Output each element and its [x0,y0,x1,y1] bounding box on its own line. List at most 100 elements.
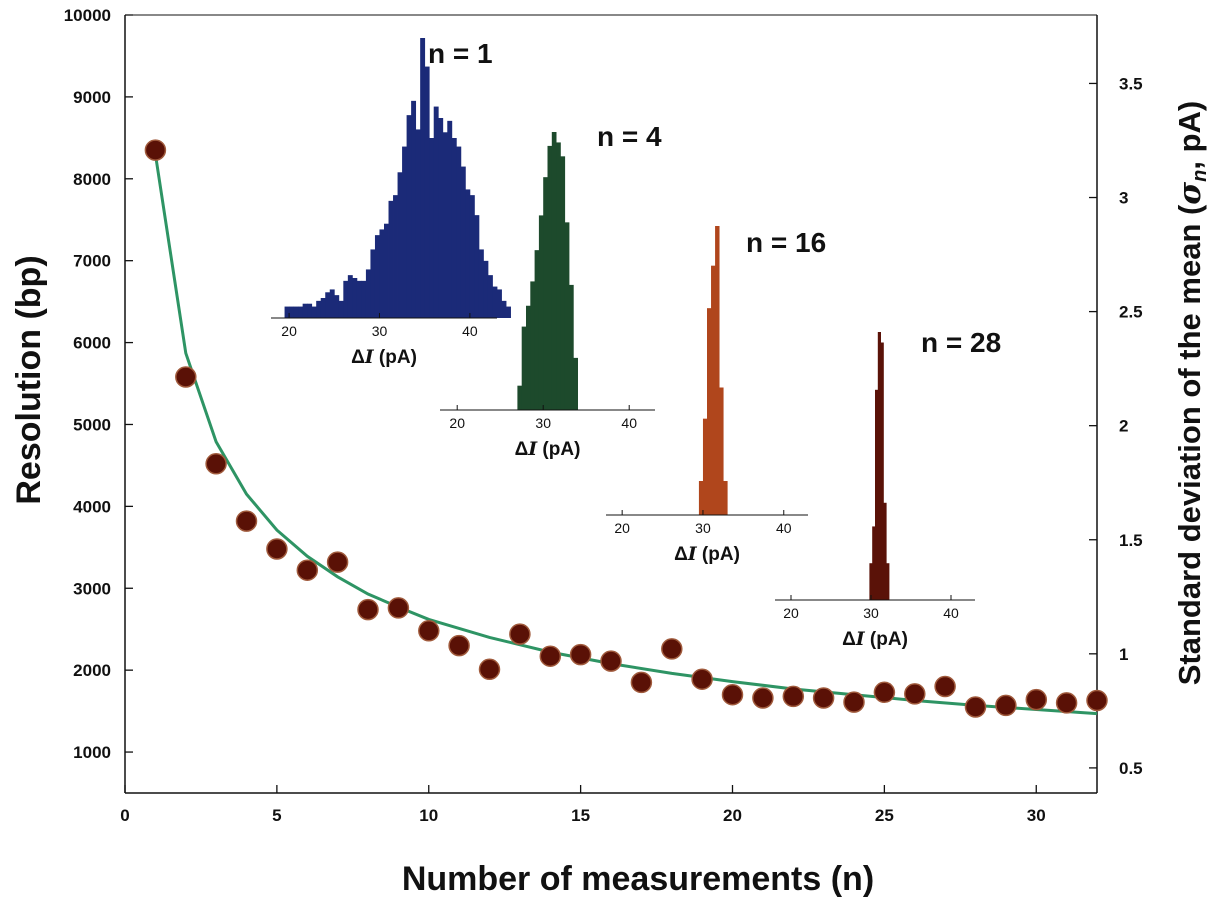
y-tick-label: 5000 [73,415,111,434]
y2-tick-label: 3 [1119,189,1128,208]
histogram-x-label-unit: (pA) [374,347,417,368]
histogram-bar [474,215,480,318]
histogram-x-label: ΔI (pA) [674,543,740,565]
histogram-bar [298,306,304,318]
y2-axis-title-suffix: , pA) [1172,101,1207,170]
histogram-n-label: n = 1 [428,38,493,69]
histogram-bar [551,132,557,410]
histogram-bar [877,332,881,600]
y2-axis-title-symbol: σ [1172,182,1208,205]
histogram-bar [307,303,313,318]
x-tick-label: 25 [875,806,894,825]
histogram-bar [320,298,326,318]
histogram-bar [356,280,362,318]
data-point [843,691,865,713]
histogram-tick-label: 20 [783,605,799,621]
y-tick-label: 10000 [64,6,111,25]
histogram-tick-label: 40 [943,605,959,621]
data-point [357,598,379,621]
histogram-bar [501,300,507,318]
histogram-bar [715,226,720,515]
y2-tick-label: 1.5 [1119,531,1143,550]
y-tick-label: 9000 [73,88,111,107]
histogram-bar [293,306,299,318]
histogram-bar [465,189,471,318]
data-point [539,645,562,667]
histogram-bar [365,269,371,318]
data-point [1086,689,1108,712]
histogram-x-label: ΔI (pA) [351,346,417,368]
histogram-bar [420,38,426,318]
histogram-bar [456,146,462,318]
data-point [995,694,1017,717]
histogram-bar [406,115,412,318]
histogram-bar [343,280,349,318]
data-point [448,634,470,657]
histogram-tick-label: 40 [621,415,637,431]
histogram-bar [451,138,457,318]
histogram-bar [543,177,548,410]
x-tick-label: 0 [120,806,129,825]
data-point [752,687,774,709]
x-tick-label: 5 [272,806,281,825]
data-point [509,623,531,645]
histogram-x-label-symbol: I [527,438,538,460]
x-axis-title: Number of measurements (n) [402,860,874,898]
data-point [1055,692,1078,714]
histogram-bar [284,306,290,318]
histogram-bar [460,166,466,318]
histogram-inset: 20 30 40 ΔI (pA) n = 28 [775,327,1001,650]
data-point [175,366,197,388]
histogram-bar [442,132,448,318]
histogram-bar [517,385,523,410]
data-point [205,453,227,475]
histogram-inset: 20 30 40 ΔI (pA) n = 16 [606,226,826,565]
x-tick-label: 15 [571,806,590,825]
data-point [144,139,167,161]
histogram-bar [569,284,574,410]
histogram-bar [393,195,398,318]
histogram-bar [447,120,453,318]
data-point [782,685,805,708]
histogram-bar [521,326,527,410]
histogram-bar [534,250,540,410]
histogram-bar [538,215,544,410]
histogram-bar [325,292,331,318]
histogram-bar [411,100,417,318]
histogram-bar [388,200,394,318]
histogram-bar [707,308,712,515]
histogram-bar [289,306,294,318]
data-point [266,538,288,560]
histogram-bar [302,303,308,318]
y-tick-label: 1000 [73,743,111,762]
histogram-bar [872,526,876,600]
y2-axis-title-prefix: Standard deviation of the mean ( [1172,204,1207,685]
histogram-x-label: ΔI (pA) [515,438,581,460]
histogram-bar [384,223,389,318]
histogram-x-label-symbol: I [687,543,698,565]
histogram-tick-label: 20 [281,323,297,339]
data-point [478,658,501,681]
data-point [600,650,622,672]
data-point [873,681,896,704]
histogram-tick-label: 20 [614,520,630,536]
y2-tick-label: 0.5 [1119,759,1143,778]
histogram-bar [379,229,385,318]
histogram-tick-label: 30 [535,415,551,431]
fit-line [153,153,1098,716]
data-point [235,510,258,532]
histogram-bar [530,281,535,410]
y-tick-label: 8000 [73,170,111,189]
data-point [812,687,835,709]
data-points [144,139,1108,718]
histogram-tick-label: 30 [695,520,711,536]
data-point [296,559,319,581]
histogram-x-label-symbol: I [855,628,866,650]
histogram-bar [883,502,887,600]
histogram-tick-label: 40 [776,520,792,536]
histogram-inset: 20 30 40 ΔI (pA) n = 4 [440,121,662,460]
y-tick-label: 4000 [73,497,111,516]
histogram-tick-label: 30 [863,605,879,621]
histogram-bar [483,260,489,318]
